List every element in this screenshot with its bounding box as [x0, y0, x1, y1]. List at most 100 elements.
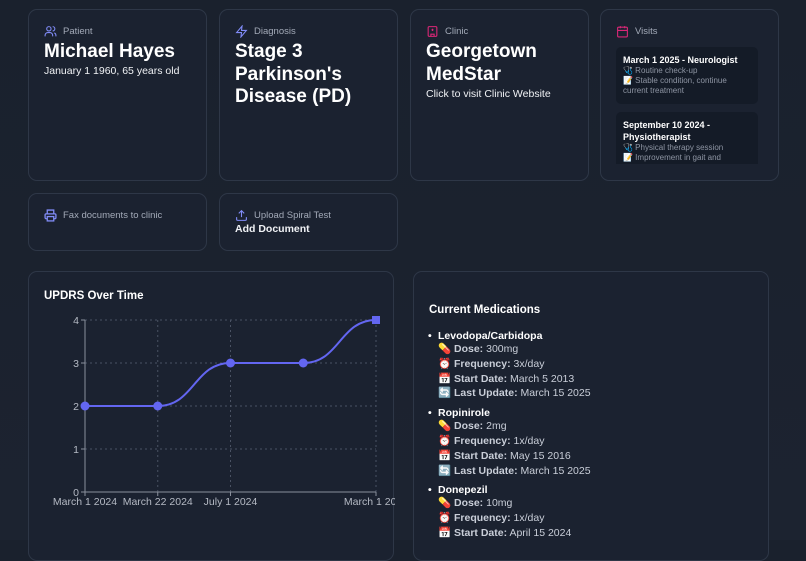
frequency-value: 3x/day: [513, 357, 545, 370]
data-point: [372, 316, 380, 324]
start-value: May 15 2016: [510, 449, 571, 462]
visits-card: Visits March 1 2025 - Neurologist 🩺 Rout…: [600, 9, 779, 181]
medications-title: Current Medications: [429, 304, 541, 316]
visits-label: Visits: [635, 26, 658, 37]
dose-label: Dose:: [454, 497, 484, 510]
medication-start: 📅 Start Date: March 5 2013: [438, 372, 591, 387]
medication-item: Ropinirole💊 Dose: 2mg⏰ Frequency: 1x/day…: [428, 407, 591, 479]
visit-note: 📝 Stable condition, continue current tre…: [623, 76, 727, 95]
start-label: Start Date:: [454, 449, 508, 462]
upload-label: Upload Spiral Test: [254, 210, 331, 221]
x-tick-label: March 22 2024: [123, 496, 193, 508]
start-icon: 📅: [438, 449, 452, 462]
updrs-chart-card: UPDRS Over Time 0 1 2 3 4 March 1 2024 March 2…: [28, 271, 395, 561]
dose-label: Dose:: [454, 420, 484, 433]
dose-icon: 💊: [438, 497, 452, 510]
hospital-icon: [427, 26, 438, 37]
y-tick-label: 3: [73, 358, 79, 370]
update-value: March 15 2025: [520, 387, 591, 400]
dose-icon: 💊: [438, 343, 452, 355]
medication-frequency: ⏰ Frequency: 3x/day: [438, 357, 591, 372]
zap-icon: [235, 25, 248, 38]
visit-note: 📝 Improvement in gait and balance: [623, 153, 722, 164]
clinic-name: Georgetown MedStar: [426, 41, 537, 85]
diagnosis-value: Stage 3 Parkinson's Disease (PD): [235, 41, 352, 107]
start-value: March 5 2013: [510, 372, 575, 385]
visit-reason: 🩺 Physical therapy session: [623, 143, 724, 152]
medication-name: Donepezil: [428, 484, 591, 496]
frequency-icon: ⏰: [438, 512, 452, 525]
visit-reason: 🩺 Routine check-up: [623, 66, 698, 75]
add-document-button[interactable]: Add Document: [235, 223, 310, 235]
update-label: Last Update:: [454, 387, 518, 400]
fax-label: Fax documents to clinic: [63, 210, 163, 221]
users-icon: [44, 26, 57, 37]
chart-title: UPDRS Over Time: [44, 290, 144, 302]
dose-icon: 💊: [438, 420, 452, 433]
frequency-icon: ⏰: [438, 434, 452, 447]
dose-label: Dose:: [454, 343, 484, 355]
medications-card: Current Medications Levodopa/Carbidopa💊 …: [413, 271, 769, 561]
data-point: [298, 358, 308, 368]
frequency-icon: ⏰: [438, 357, 452, 370]
update-icon: 🔄: [438, 387, 452, 400]
patient-label: Patient: [63, 26, 93, 37]
start-label: Start Date:: [454, 526, 508, 539]
y-tick-label: 0: [73, 487, 79, 499]
visit-item[interactable]: September 10 2024 - Physiotherapist 🩺 Ph…: [616, 112, 758, 164]
y-tick-label: 2: [73, 401, 79, 413]
start-icon: 📅: [438, 372, 452, 385]
visit-title: March 1 2025 - Neurologist: [623, 55, 738, 65]
medication-list: Levodopa/Carbidopa💊 Dose: 300mg⏰ Frequen…: [428, 330, 591, 547]
dose-value: 2mg: [486, 420, 507, 433]
update-value: March 15 2025: [520, 464, 591, 477]
data-point: [226, 358, 235, 368]
medication-item: Levodopa/Carbidopa💊 Dose: 300mg⏰ Frequen…: [428, 330, 591, 401]
medication-dose: 💊 Dose: 10mg: [438, 496, 591, 511]
data-point: [153, 401, 163, 411]
diagnosis-label: Diagnosis: [254, 26, 296, 37]
visit-item[interactable]: March 1 2025 - Neurologist 🩺 Routine che…: [616, 47, 758, 104]
fax-card[interactable]: Fax documents to clinic: [28, 193, 207, 251]
patient-dob: January 1 1960, 65 years old: [44, 64, 180, 77]
clinic-website-link[interactable]: Click to visit Clinic Website: [426, 88, 551, 100]
x-tick-label: March 1 2024: [53, 496, 117, 508]
frequency-label: Frequency:: [454, 512, 511, 525]
frequency-value: 1x/day: [513, 434, 545, 447]
x-tick-label: March 1 2025: [344, 496, 395, 508]
medication-frequency: ⏰ Frequency: 1x/day: [438, 511, 591, 526]
printer-icon: [44, 209, 57, 222]
medication-item: Donepezil💊 Dose: 10mg⏰ Frequency: 1x/day…: [428, 484, 591, 541]
medication-dose: 💊 Dose: 2mg: [438, 419, 591, 434]
visit-title: September 10 2024 - Physiotherapist: [623, 120, 711, 142]
start-label: Start Date:: [454, 372, 508, 385]
frequency-label: Frequency:: [454, 357, 511, 370]
clinic-label: Clinic: [445, 26, 469, 37]
dose-value: 10mg: [486, 497, 513, 510]
upload-icon: [236, 209, 247, 221]
diagnosis-card: Diagnosis Stage 3 Parkinson's Disease (P…: [219, 9, 398, 181]
start-icon: 📅: [438, 526, 452, 539]
medication-name: Ropinirole: [428, 407, 591, 419]
medication-start: 📅 Start Date: May 15 2016: [438, 449, 591, 464]
frequency-label: Frequency:: [454, 434, 511, 447]
upload-card[interactable]: Upload Spiral Test Add Document: [219, 193, 398, 251]
medication-frequency: ⏰ Frequency: 1x/day: [438, 434, 591, 449]
start-value: April 15 2024: [509, 526, 572, 539]
patient-name: Michael Hayes: [44, 41, 175, 62]
medication-dose: 💊 Dose: 300mg: [438, 342, 591, 357]
clinic-card[interactable]: Clinic Georgetown MedStar Click to visit…: [410, 9, 589, 181]
data-point: [80, 401, 90, 411]
x-tick-label: July 1 2024: [204, 496, 258, 508]
medication-name: Levodopa/Carbidopa: [428, 330, 591, 342]
frequency-value: 1x/day: [513, 512, 545, 525]
dose-value: 300mg: [486, 343, 519, 355]
y-tick-label: 4: [73, 315, 79, 327]
update-label: Last Update:: [454, 464, 518, 477]
medication-update: 🔄 Last Update: March 15 2025: [438, 464, 591, 479]
medication-update: 🔄 Last Update: March 15 2025: [438, 386, 591, 401]
medication-start: 📅 Start Date: April 15 2024: [438, 526, 591, 541]
patient-card: Patient Michael Hayes January 1 1960, 65…: [28, 9, 207, 181]
calendar-icon: [617, 26, 628, 38]
updrs-line-chart: 0 1 2 3 4 March 1 2024 March 22 2024 July 1 202…: [53, 315, 395, 508]
